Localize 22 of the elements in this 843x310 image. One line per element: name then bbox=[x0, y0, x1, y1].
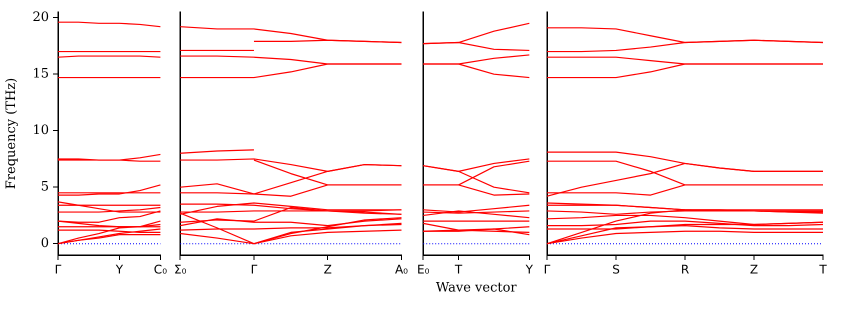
x-tick-label: S bbox=[612, 262, 620, 276]
y-tick-label: 0 bbox=[40, 236, 49, 252]
x-tick-label: Γ bbox=[250, 262, 258, 276]
y-tick-label: 10 bbox=[32, 123, 49, 138]
y-tick-label: 15 bbox=[32, 66, 49, 82]
x-tick-label: Z bbox=[750, 262, 758, 276]
x-tick-label: Z bbox=[324, 262, 332, 276]
x-tick-label: Σ₀ bbox=[174, 262, 187, 276]
x-tick-label: T bbox=[454, 262, 463, 276]
x-tick-label: T bbox=[818, 262, 828, 276]
x-tick-label: Y bbox=[524, 262, 534, 276]
y-tick-label: 20 bbox=[32, 10, 49, 26]
x-tick-label: E₀ bbox=[416, 262, 430, 276]
x-tick-label: Y bbox=[114, 262, 124, 276]
y-axis-title: Frequency (THz) bbox=[4, 78, 20, 190]
x-tick-label: Γ bbox=[544, 262, 551, 276]
x-tick-label: Γ bbox=[54, 262, 62, 276]
x-tick-label: R bbox=[680, 262, 690, 276]
x-axis-title: Wave vector bbox=[436, 280, 518, 296]
y-tick-label: 5 bbox=[40, 180, 49, 195]
x-tick-label: C₀ bbox=[154, 262, 168, 276]
x-tick-label: A₀ bbox=[394, 262, 408, 276]
